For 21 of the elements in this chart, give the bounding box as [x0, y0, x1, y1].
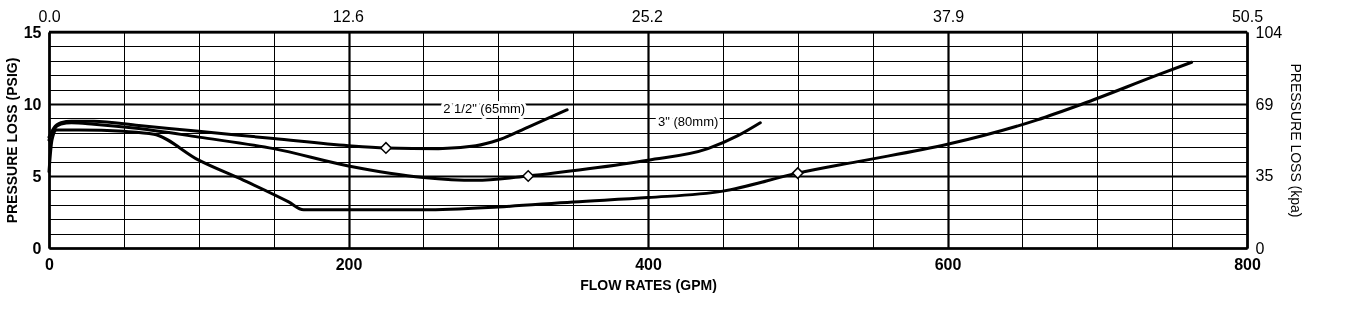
x2-tick-label: 0.0 — [38, 7, 61, 25]
x-tick-label: 600 — [934, 255, 962, 273]
y2-tick-label: 104 — [1255, 23, 1283, 41]
y-tick-label: 0 — [32, 239, 42, 257]
x-tick-label: 0 — [45, 255, 55, 273]
y-tick-label: 10 — [23, 95, 42, 113]
y-axis-title: PRESSURE LOSS (PSIG) — [3, 57, 20, 224]
x2-tick-label: 37.9 — [933, 7, 965, 25]
y2-tick-label: 69 — [1255, 96, 1274, 114]
x-axis-title: FLOW RATES (GPM) — [580, 276, 717, 293]
y-tick-label: 5 — [32, 167, 42, 185]
y2-tick-label: 0 — [1255, 239, 1265, 257]
x2-tick-label: 25.2 — [631, 7, 663, 25]
x2-tick-label: 50.5 — [1231, 7, 1264, 25]
y-tick-label: 15 — [23, 23, 42, 41]
x-tick-label: 200 — [335, 255, 363, 273]
x-tick-label: 400 — [635, 255, 662, 273]
x2-tick-label: 12.6 — [332, 7, 365, 25]
y2-axis-title: PRESSURE LOSS (kpa) — [1288, 63, 1305, 218]
y2-tick-label: 35 — [1255, 166, 1274, 184]
x-tick-label: 800 — [1234, 255, 1261, 273]
